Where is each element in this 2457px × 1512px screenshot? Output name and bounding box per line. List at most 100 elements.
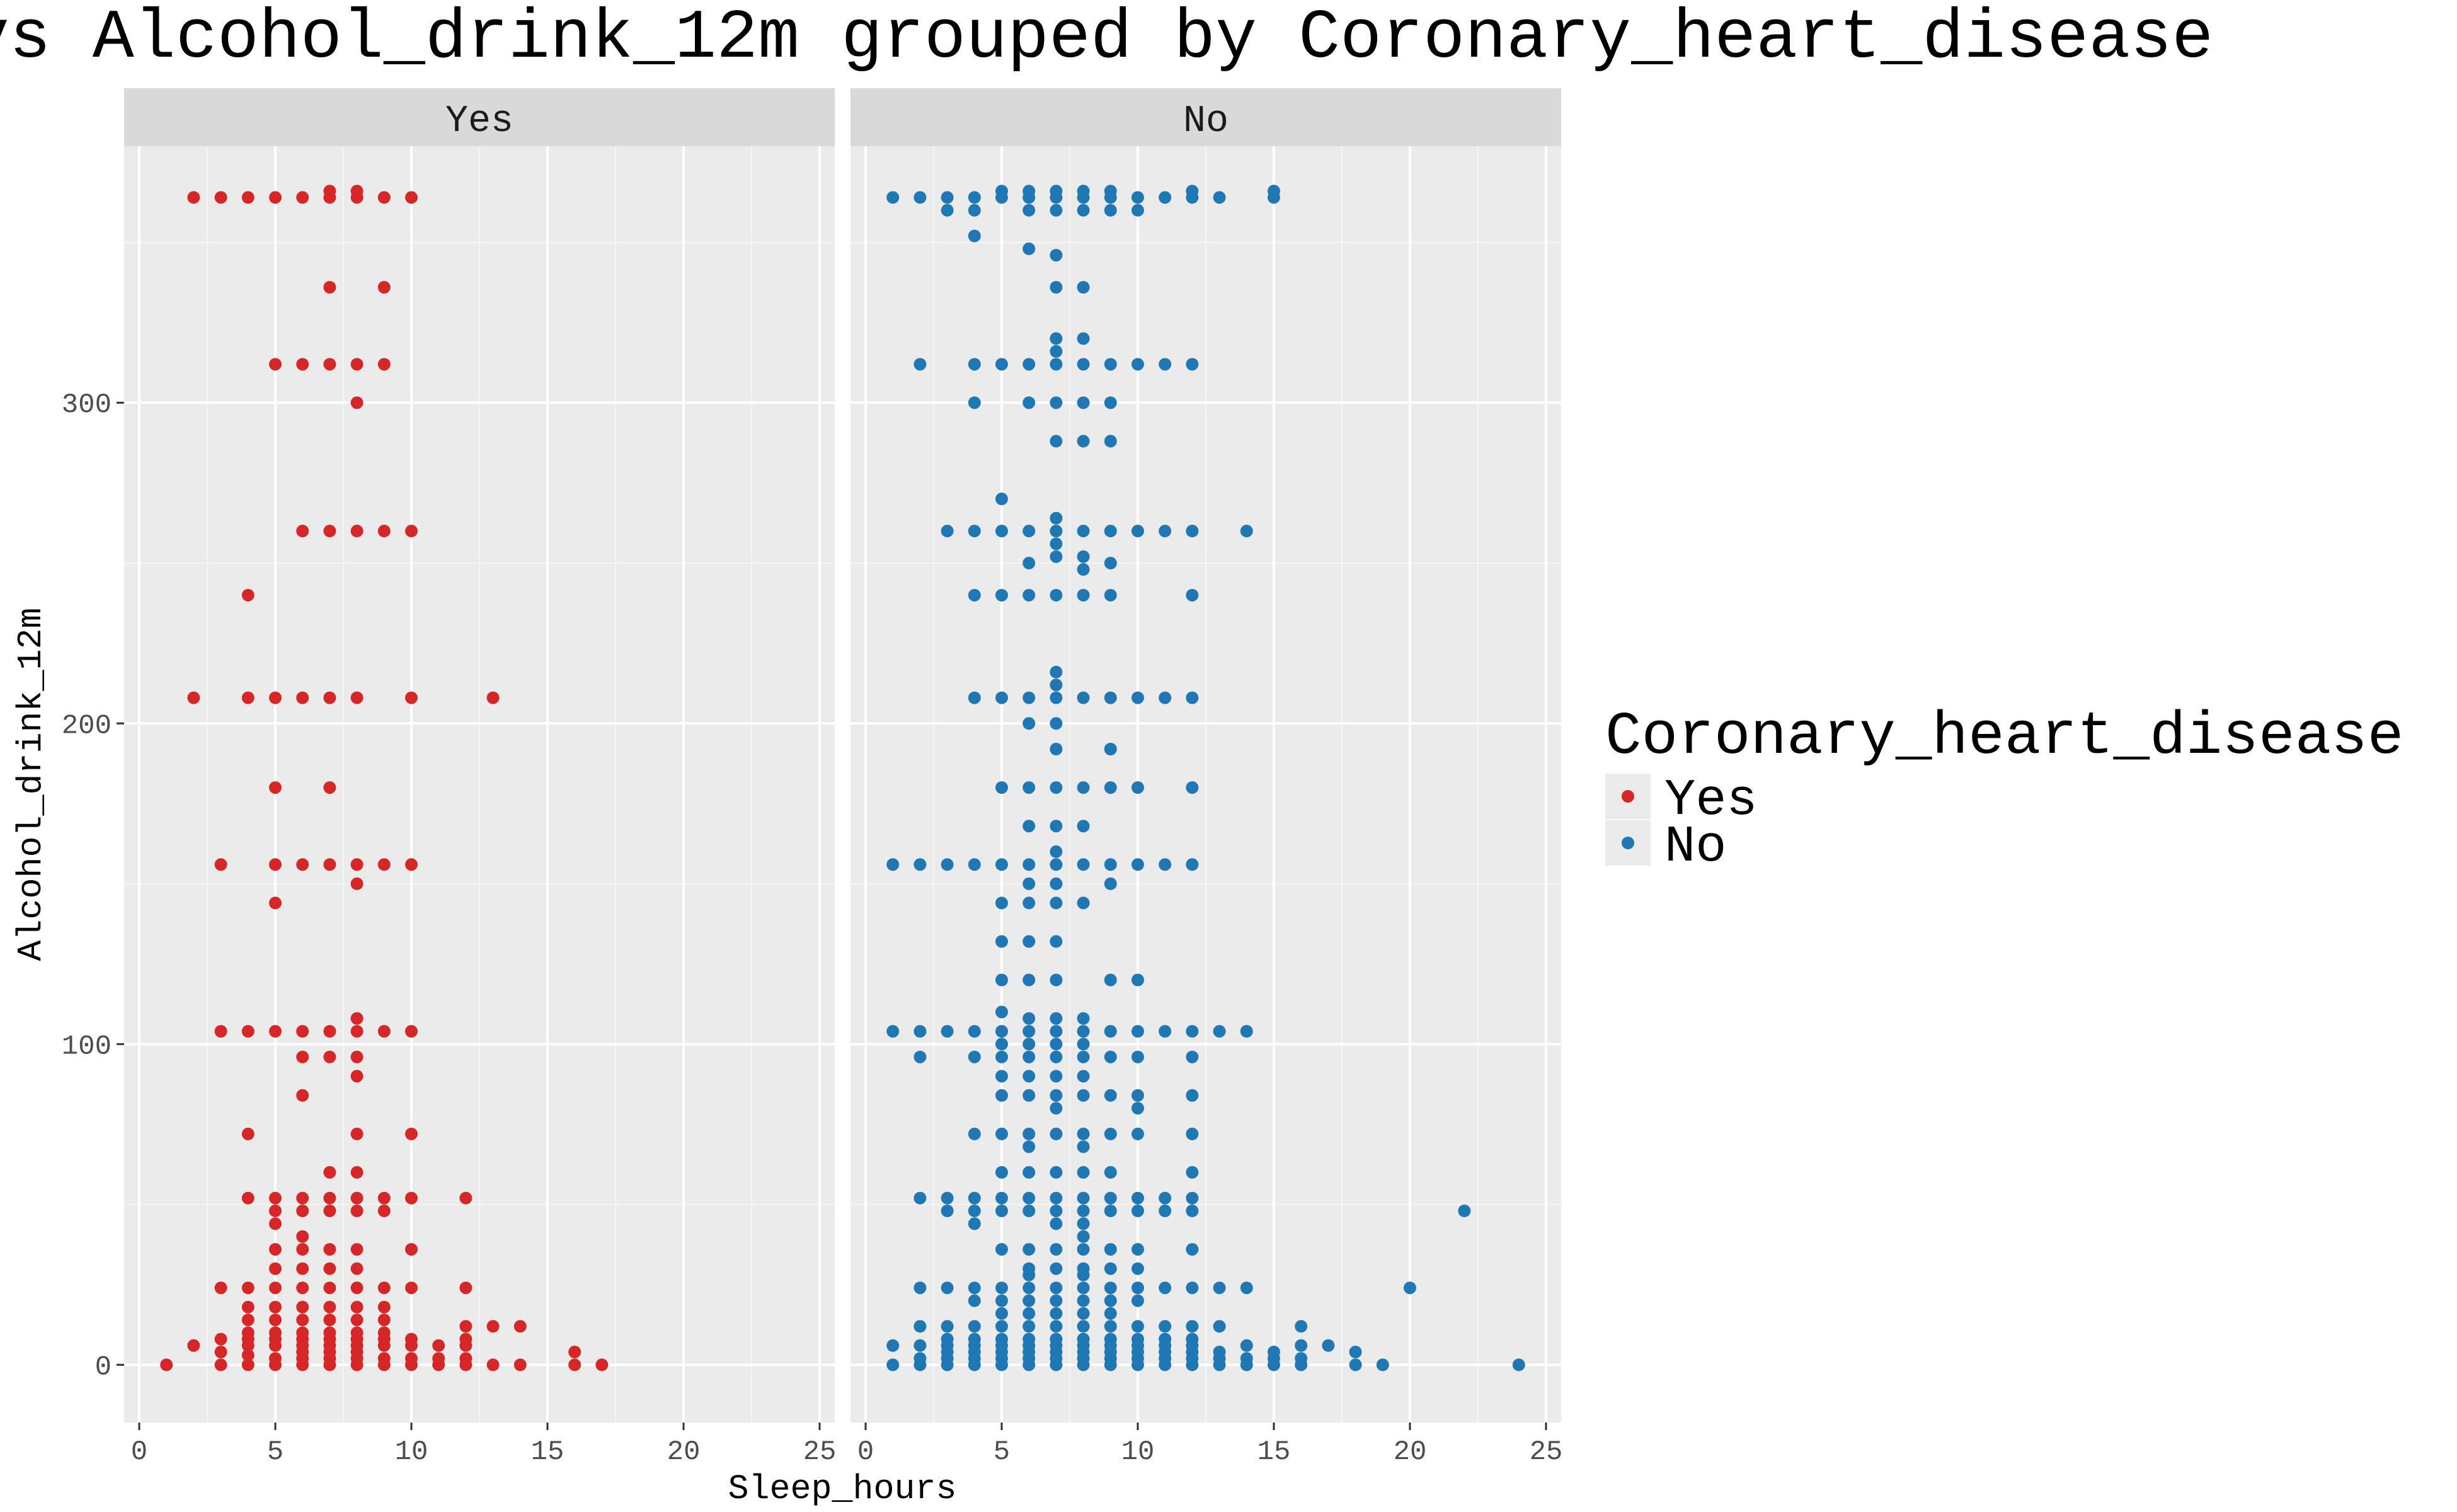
data-point [1104, 691, 1117, 704]
data-point [1022, 1050, 1036, 1063]
data-point [1349, 1346, 1362, 1358]
data-point [350, 1050, 364, 1063]
data-point [350, 1346, 364, 1358]
data-point [1104, 1320, 1117, 1333]
data-point [1050, 396, 1063, 410]
data-point [432, 1358, 445, 1372]
data-point [1104, 973, 1117, 987]
data-point [914, 858, 927, 871]
data-point [1022, 588, 1036, 602]
facet-panel-no: No [850, 88, 1561, 1423]
data-point [914, 1025, 927, 1038]
data-point [1131, 1050, 1144, 1063]
data-point [1022, 1243, 1036, 1256]
data-point [1186, 1281, 1199, 1295]
chart-title: Sleep_hours vs Alcohol_drink_12m grouped… [0, 0, 2213, 78]
data-point [968, 396, 981, 410]
data-point [269, 191, 282, 204]
data-point [1213, 1320, 1226, 1333]
data-point [1213, 1281, 1226, 1295]
data-point [1050, 1012, 1063, 1025]
data-point [914, 358, 927, 371]
data-point [1104, 781, 1117, 794]
data-point [995, 858, 1008, 871]
data-point [886, 858, 900, 871]
data-point [941, 1332, 954, 1346]
data-point [914, 1358, 927, 1372]
x-tick-label: 10 [395, 1436, 428, 1468]
data-point [1050, 435, 1063, 448]
data-point [1159, 1358, 1172, 1372]
data-point [350, 396, 364, 410]
data-point [350, 358, 364, 371]
data-point [486, 691, 500, 704]
data-point [1077, 1230, 1090, 1243]
data-point [1131, 1191, 1144, 1205]
data-point [1050, 858, 1063, 871]
data-point [296, 524, 309, 537]
data-point [1159, 358, 1172, 371]
data-point [1186, 358, 1199, 371]
data-point [968, 691, 981, 704]
data-point [241, 1191, 255, 1205]
data-point [1104, 1025, 1117, 1038]
strip-label-no: No [1183, 100, 1228, 143]
data-point [1050, 973, 1063, 987]
data-point [1050, 1089, 1063, 1102]
data-point [1050, 524, 1063, 537]
data-point [995, 1038, 1008, 1051]
data-point [1159, 1025, 1172, 1038]
data-point [1104, 877, 1117, 890]
data-point [1131, 1127, 1144, 1140]
data-point [350, 524, 364, 537]
data-point [241, 1358, 255, 1372]
data-point [405, 858, 418, 871]
data-point [1050, 1262, 1063, 1275]
data-point [513, 1320, 527, 1333]
data-point [1186, 1320, 1199, 1333]
x-tick-label: 15 [531, 1436, 564, 1468]
data-point [377, 191, 391, 204]
data-point [296, 1205, 309, 1217]
data-point [968, 229, 981, 243]
data-point [1131, 1320, 1144, 1333]
data-point [1104, 1127, 1117, 1140]
data-point [1077, 1070, 1090, 1083]
data-point [459, 1332, 472, 1346]
data-point [1077, 858, 1090, 871]
data-point [296, 1191, 309, 1205]
data-point [350, 1300, 364, 1314]
data-point [269, 896, 282, 910]
data-point [1077, 435, 1090, 448]
x-tick-label: 15 [1257, 1436, 1291, 1468]
data-point [377, 1025, 391, 1038]
data-point [1077, 1281, 1090, 1295]
data-point [296, 1243, 309, 1256]
data-point [1050, 665, 1063, 679]
data-point [214, 1358, 227, 1372]
data-point [269, 1217, 282, 1230]
data-point [459, 1358, 472, 1372]
data-point [995, 492, 1008, 505]
data-point [214, 191, 227, 204]
data-point [1022, 358, 1036, 371]
data-point [1159, 1191, 1172, 1205]
data-point [1077, 1320, 1090, 1333]
data-point [1050, 1320, 1063, 1333]
legend-label-no: No [1664, 818, 1726, 876]
data-point [1077, 1089, 1090, 1102]
data-point [1077, 1243, 1090, 1256]
data-point [968, 524, 981, 537]
data-point [995, 1332, 1008, 1346]
data-point [241, 691, 255, 704]
data-point [1104, 556, 1117, 570]
x-tick-label: 25 [1530, 1436, 1563, 1468]
data-point [405, 1243, 418, 1256]
data-point [323, 1025, 336, 1038]
data-point [1022, 1281, 1036, 1295]
data-point [350, 1166, 364, 1179]
data-point [160, 1358, 173, 1372]
data-point [323, 1262, 336, 1275]
data-point [296, 1314, 309, 1327]
data-point [1022, 820, 1036, 833]
